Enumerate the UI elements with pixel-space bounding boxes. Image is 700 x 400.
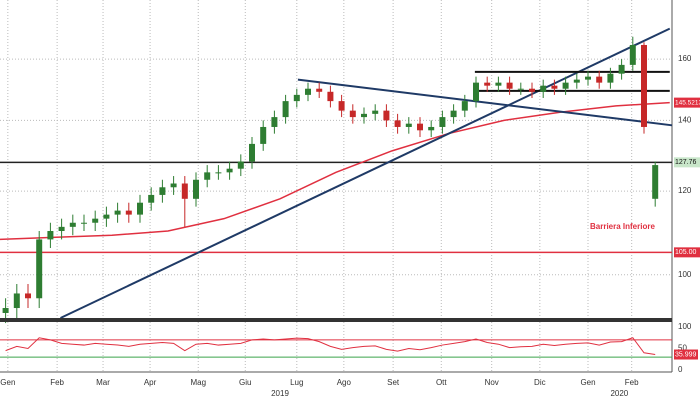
candle-body <box>394 120 401 127</box>
candle-body <box>629 44 636 65</box>
candle-body <box>159 187 166 195</box>
candle-body <box>439 117 446 127</box>
candle-body <box>517 88 524 90</box>
candle-body <box>652 165 659 199</box>
candle-body <box>114 210 121 215</box>
panel-separator <box>0 318 672 322</box>
candle-body <box>383 110 390 121</box>
candle-body <box>81 222 87 224</box>
candle-body <box>585 76 591 80</box>
candle-body <box>181 183 188 199</box>
x-tick-label: Dic <box>534 378 546 387</box>
x-tick-label: Mag <box>190 378 206 387</box>
candle-body <box>327 91 334 102</box>
candle-body <box>473 82 479 102</box>
candle-body <box>170 183 177 188</box>
candle-body <box>103 214 110 219</box>
candle-body <box>551 85 558 89</box>
candle-body <box>641 44 647 127</box>
candle-body <box>405 123 412 127</box>
candle-body <box>25 293 31 299</box>
candle-body <box>293 94 300 102</box>
candle-body <box>36 239 43 299</box>
candle-body <box>417 123 423 131</box>
candle-body <box>260 126 267 144</box>
candle-body <box>125 210 132 215</box>
candle-body <box>607 73 614 83</box>
trendline <box>297 78 673 127</box>
level-tag <box>674 157 700 168</box>
candle-body <box>618 64 625 74</box>
candle-body <box>428 126 435 131</box>
candle-body <box>562 82 569 89</box>
candle-body <box>361 113 367 118</box>
x-tick-label: Mar <box>96 378 110 387</box>
candle-body <box>58 226 65 232</box>
candle-body <box>529 88 535 92</box>
candle-body <box>484 82 491 86</box>
candle-body <box>47 231 54 240</box>
candle-body <box>338 101 345 111</box>
rsi-line <box>5 337 656 356</box>
level-label: 127.76 <box>675 159 697 166</box>
x-tick-label: Lug <box>290 378 303 387</box>
rsi-value-label: 35.999 <box>675 351 697 358</box>
y-tick-label: 140 <box>678 115 692 124</box>
candle-body <box>137 202 143 215</box>
candle-body <box>271 117 278 127</box>
ma-label: 145.5213 <box>675 99 700 106</box>
candle-body <box>282 101 289 118</box>
candle-body <box>13 293 20 309</box>
candle-body <box>506 82 513 89</box>
trendline <box>60 27 671 319</box>
x-tick-label: Feb <box>50 378 64 387</box>
year-label: 2019 <box>271 389 289 398</box>
x-tick-label: Nov <box>485 378 499 387</box>
x-tick-label: Giu <box>239 378 251 387</box>
y-tick-label: 120 <box>678 186 692 195</box>
y-tick-label: 100 <box>678 270 692 279</box>
level-tag <box>674 247 700 258</box>
candle-body <box>148 194 155 203</box>
candle-body <box>92 218 99 223</box>
x-tick-label: Gen <box>0 378 15 387</box>
ma-tag <box>674 97 700 108</box>
level-label: 105.00 <box>675 249 697 256</box>
x-tick-label: Ott <box>436 378 447 387</box>
candle-body <box>69 222 76 227</box>
candle-body <box>372 110 379 114</box>
x-tick-label: Ago <box>337 378 352 387</box>
annotation: Barriera Inferiore <box>590 222 655 231</box>
candle-body <box>305 88 311 95</box>
candle-body <box>495 82 502 86</box>
candle-body <box>204 172 211 180</box>
x-tick-label: Apr <box>144 378 157 387</box>
candle-body <box>316 88 323 92</box>
rsi-tick-label: 100 <box>678 322 692 331</box>
x-tick-label: Gen <box>580 378 595 387</box>
y-tick-label: 160 <box>678 54 692 63</box>
candle-body <box>450 110 457 118</box>
year-label: 2020 <box>610 389 628 398</box>
candle-body <box>461 101 468 111</box>
candle-body <box>573 79 580 83</box>
candle-body <box>2 308 9 313</box>
x-tick-label: Feb <box>625 378 639 387</box>
rsi-tick-label: 0 <box>678 365 683 374</box>
candle-body <box>237 161 244 169</box>
candle-body <box>226 168 233 173</box>
candle-body <box>193 179 199 199</box>
candle-body <box>215 172 222 174</box>
candle-body <box>540 85 547 92</box>
candle-body <box>349 110 356 118</box>
candle-body <box>596 76 603 83</box>
candle-body <box>249 143 255 162</box>
rsi-tag <box>674 349 698 360</box>
rsi-tick-label: 50 <box>678 344 687 353</box>
x-tick-label: Set <box>387 378 400 387</box>
